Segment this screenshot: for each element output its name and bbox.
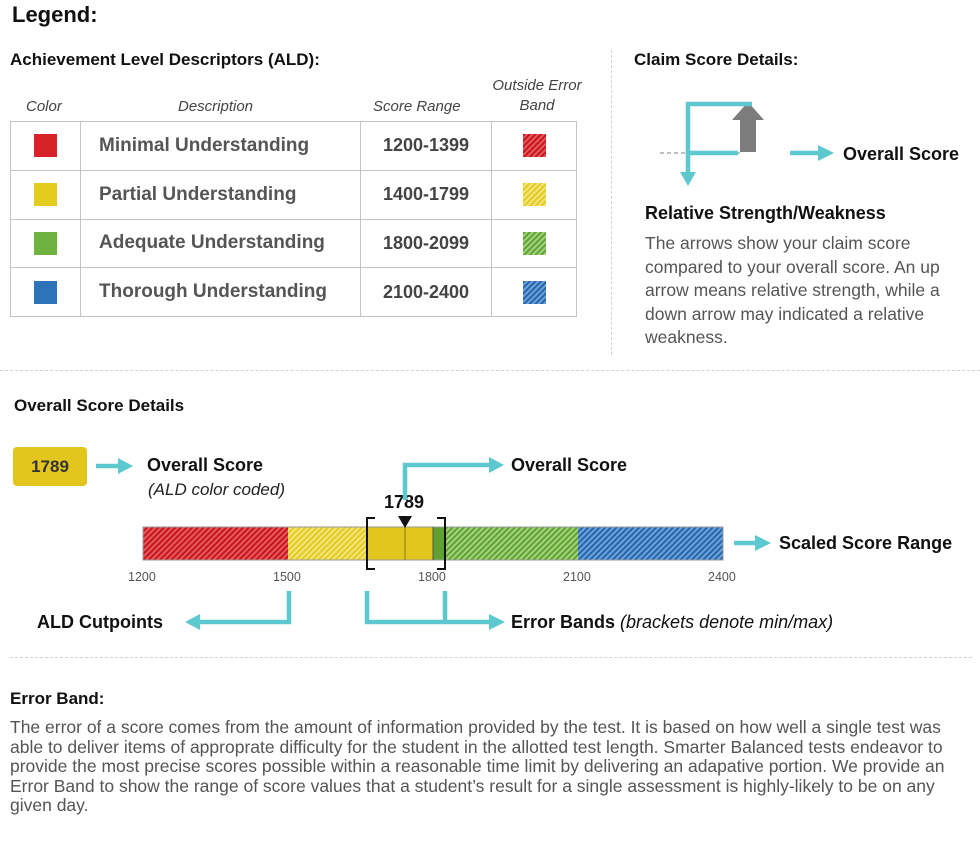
tick-label: 2100 (563, 570, 591, 584)
claim-title: Claim Score Details: (634, 50, 799, 69)
col-header-color: Color (26, 98, 62, 115)
section-divider (10, 657, 972, 658)
overall-score-diagram (96, 457, 771, 630)
blue-hatch-swatch (522, 280, 546, 304)
relative-strength-title: Relative Strength/Weakness (645, 203, 886, 223)
tick-label: 1500 (273, 570, 301, 584)
ald-score-range: 2100-2400 (360, 267, 492, 317)
col-header-description: Description (178, 98, 254, 115)
scaled-score-range-label: Scaled Score Range (779, 533, 953, 553)
table-row: Minimal Understanding 1200-1399 (10, 121, 577, 171)
table-row: Adequate Understanding 1800-2099 (10, 218, 577, 269)
claim-overall-score-label: Overall Score (843, 144, 960, 164)
ald-title: Achievement Level Descriptors (ALD): (10, 50, 320, 69)
tick-label: 2400 (708, 570, 736, 584)
ald-description: Adequate Understanding (80, 218, 361, 269)
green-hatch-swatch (522, 231, 546, 255)
legend-title: Legend: (12, 2, 98, 27)
blue-swatch (34, 280, 57, 304)
ald-description: Minimal Understanding (80, 121, 361, 171)
ald-cutpoints-label: ALD Cutpoints (37, 612, 163, 632)
error-bands-label: Error Bands (brackets denote min/max) (511, 612, 834, 632)
col-header-score-range: Score Range (373, 98, 461, 115)
down-arrow-icon (680, 172, 696, 186)
tick-label: 1800 (418, 570, 446, 584)
ald-description: Thorough Understanding (80, 267, 361, 317)
right-arrow-icon (818, 145, 834, 161)
vertical-divider (611, 50, 612, 355)
table-row: Thorough Understanding 2100-2400 (10, 267, 577, 317)
green-swatch (34, 231, 57, 255)
ald-table: Minimal Understanding 1200-1399 Partial … (10, 121, 577, 317)
overall-score-label-2: Overall Score (511, 455, 628, 475)
ald-score-range: 1200-1399 (360, 121, 492, 171)
yellow-hatch-swatch (522, 183, 546, 207)
overall-score-label: Overall Score (147, 455, 264, 475)
error-band-body: The error of a score comes from the amou… (10, 717, 945, 815)
overall-score-badge: 1789 (13, 447, 87, 486)
relative-strength-body: The arrows show your claim score compare… (645, 233, 940, 347)
red-swatch (34, 134, 57, 158)
tick-label: 1200 (128, 570, 156, 584)
up-arrow-icon (732, 102, 764, 152)
col-header-outside-error-band: Outside Error Band (492, 77, 582, 114)
ald-description: Partial Understanding (80, 169, 361, 220)
error-band-title: Error Band: (10, 689, 105, 708)
score-marker-value: 1789 (384, 492, 425, 512)
table-row: Partial Understanding 1400-1799 (10, 169, 577, 220)
ald-score-range: 1800-2099 (360, 218, 492, 269)
ald-color-coded-note: (ALD color coded) (148, 480, 286, 499)
claim-arrows-diagram (660, 101, 834, 186)
red-hatch-swatch (522, 134, 546, 158)
overall-score-details-title: Overall Score Details (14, 396, 185, 415)
section-divider (0, 370, 980, 371)
yellow-swatch (34, 183, 57, 207)
ald-score-range: 1400-1799 (360, 169, 492, 220)
